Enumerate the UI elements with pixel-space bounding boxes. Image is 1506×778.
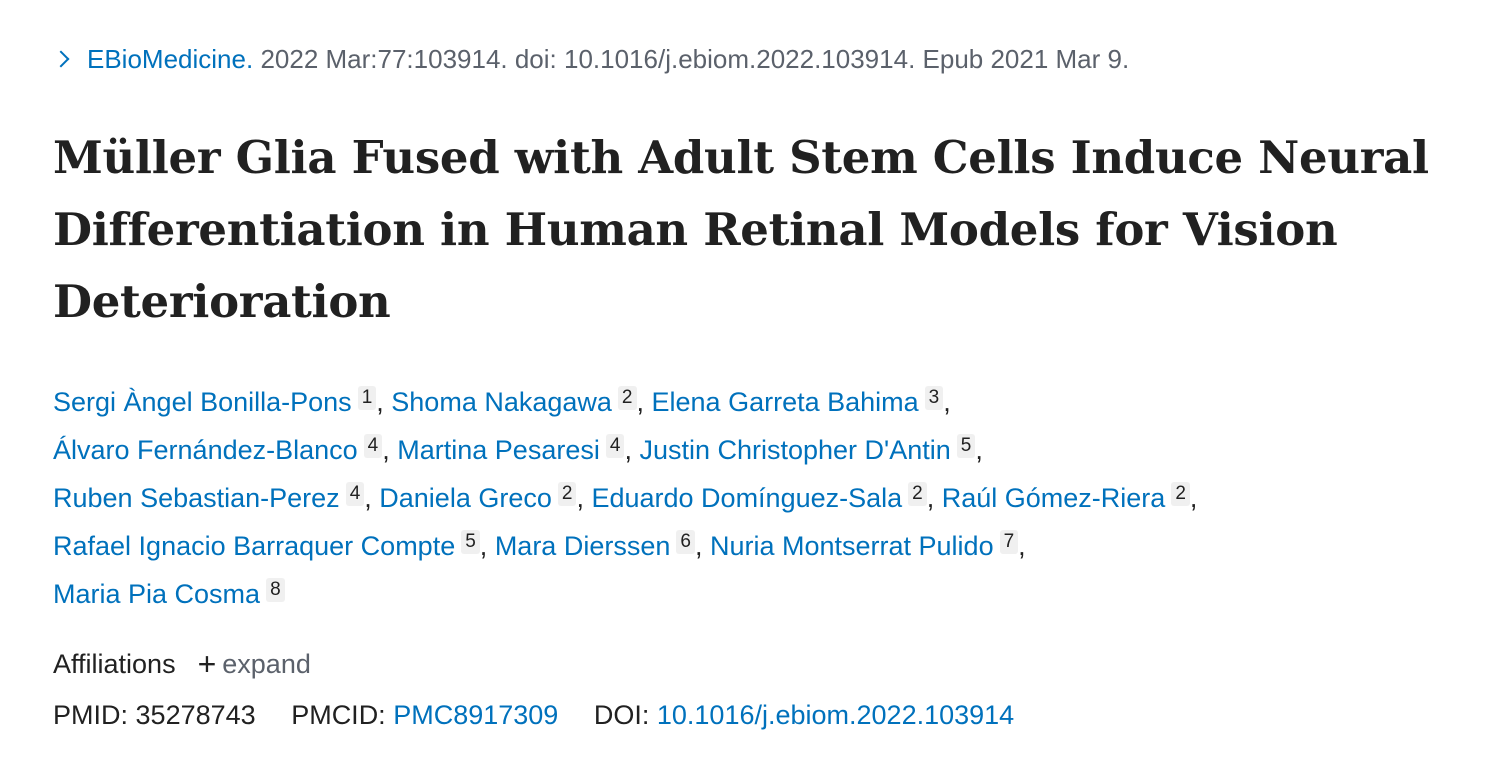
affiliation-number[interactable]: 5 <box>956 434 976 458</box>
author-link[interactable]: Ruben Sebastian-Perez <box>53 483 340 513</box>
separator: , <box>694 531 710 561</box>
author-link[interactable]: Shoma Nakagawa <box>391 387 612 417</box>
separator: , <box>1189 483 1198 513</box>
author-link[interactable]: Maria Pia Cosma <box>53 579 261 609</box>
author-link[interactable]: Eduardo Domínguez-Sala <box>591 483 903 513</box>
affiliations: Affiliations + expand <box>53 646 311 683</box>
affiliation-number[interactable]: 2 <box>908 482 927 506</box>
separator: , <box>479 531 495 561</box>
affiliation-number[interactable]: 3 <box>924 386 944 410</box>
author-line: Sergi Àngel Bonilla-Pons 1, Shoma Nakagaw… <box>53 378 1197 426</box>
affiliation-number[interactable]: 4 <box>345 482 365 506</box>
affiliation-number[interactable]: 2 <box>617 386 637 410</box>
pmcid-label: PMCID: <box>291 700 386 730</box>
author-link[interactable]: Mara Dierssen <box>494 531 671 561</box>
author-link[interactable]: Rafael Ignacio Barraquer Compte <box>53 531 456 561</box>
affiliation-number[interactable]: 7 <box>999 530 1019 554</box>
pmcid-link[interactable]: PMC8917309 <box>393 700 559 730</box>
author-link[interactable]: Daniela Greco <box>379 483 552 513</box>
affiliation-number[interactable]: 2 <box>1171 482 1190 506</box>
author-link[interactable]: Martina Pesaresi <box>397 435 600 465</box>
affiliation-number[interactable]: 5 <box>461 530 480 554</box>
separator: , <box>576 483 592 513</box>
separator: , <box>975 435 983 465</box>
journal-link[interactable]: EBioMedicine. <box>87 44 254 74</box>
affiliation-number[interactable]: 2 <box>557 482 577 506</box>
author-link[interactable]: Álvaro Fernández-Blanco <box>53 435 358 465</box>
affiliation-number[interactable]: 6 <box>676 530 695 554</box>
plus-icon[interactable]: + <box>197 646 217 682</box>
affiliation-number[interactable]: 4 <box>605 434 625 458</box>
separator: , <box>1018 531 1026 561</box>
affiliation-number[interactable]: 1 <box>357 386 377 410</box>
citation: EBioMedicine. 2022 Mar:77:103914. doi: 1… <box>52 44 1130 75</box>
author-link[interactable]: Sergi Àngel Bonilla-Pons <box>53 387 352 417</box>
citation-details: 2022 Mar:77:103914. doi: 10.1016/j.ebiom… <box>260 44 1130 74</box>
separator: , <box>364 483 380 513</box>
doi-label: DOI: <box>593 700 650 730</box>
page-title: Müller Glia Fused with Adult Stem Cells … <box>53 131 1429 328</box>
identifiers: PMID: 35278743 PMCID: PMC8917309 DOI: 10… <box>53 700 1014 731</box>
author-line: Álvaro Fernández-Blanco 4, Martina Pesare… <box>53 426 1197 474</box>
affiliation-number[interactable]: 8 <box>266 578 285 602</box>
pmid-label: PMID: <box>53 700 129 730</box>
chevron-right-icon[interactable] <box>52 50 70 68</box>
separator: , <box>376 387 392 417</box>
affiliation-number[interactable]: 4 <box>363 434 383 458</box>
author-link[interactable]: Nuria Montserrat Pulido <box>709 531 994 561</box>
pmid-value: 35278743 <box>135 700 256 730</box>
author-link[interactable]: Justin Christopher D'Antin <box>639 435 951 465</box>
author-line: Ruben Sebastian-Perez 4, Daniela Greco 2, … <box>53 474 1197 522</box>
separator: , <box>636 387 652 417</box>
author-line: Maria Pia Cosma 8 <box>53 570 1197 618</box>
separator: , <box>926 483 942 513</box>
author-link[interactable]: Elena Garreta Bahima <box>651 387 919 417</box>
affiliations-label: Affiliations <box>53 649 176 679</box>
separator: , <box>624 435 640 465</box>
authors-list: Sergi Àngel Bonilla-Pons 1, Shoma Nakagaw… <box>53 378 1197 618</box>
author-line: Rafael Ignacio Barraquer Compte 5, Mara D… <box>53 522 1197 570</box>
author-link[interactable]: Raúl Gómez-Riera <box>941 483 1166 513</box>
separator: , <box>943 387 951 417</box>
expand-button[interactable]: expand <box>222 649 311 679</box>
separator: , <box>382 435 398 465</box>
doi-link[interactable]: 10.1016/j.ebiom.2022.103914 <box>656 700 1015 730</box>
